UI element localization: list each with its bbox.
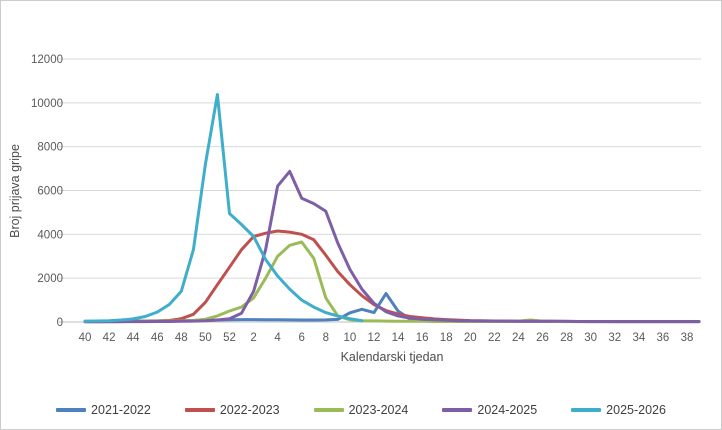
series-line-2023-2024 bbox=[83, 240, 701, 324]
legend-line-marker bbox=[56, 408, 87, 412]
x-tick-label: 40 bbox=[79, 332, 92, 344]
x-tick-label: 50 bbox=[199, 332, 212, 344]
x-tick-label: 48 bbox=[175, 332, 188, 344]
x-tick-label: 18 bbox=[440, 332, 453, 344]
series-line-2022-2023 bbox=[83, 229, 701, 324]
x-tick-label: 44 bbox=[127, 332, 140, 344]
x-tick-label: 36 bbox=[657, 332, 670, 344]
legend-item-2023-2024: 2023-2024 bbox=[313, 403, 409, 417]
x-tick-label: 16 bbox=[416, 332, 429, 344]
legend-line-marker bbox=[313, 408, 344, 412]
x-tick-label: 10 bbox=[343, 332, 356, 344]
y-tick-label: 8000 bbox=[37, 142, 63, 154]
legend-item-2024-2025: 2024-2025 bbox=[442, 403, 537, 417]
legend-line-marker bbox=[442, 408, 473, 412]
x-tick-label: 42 bbox=[103, 332, 116, 344]
y-tick-label: 4000 bbox=[37, 229, 63, 241]
legend-label: 2022-2023 bbox=[219, 403, 280, 417]
series-line-2025-2026 bbox=[83, 93, 364, 323]
y-axis-title: Broj prijava gripe bbox=[8, 144, 22, 238]
x-tick-label: 32 bbox=[608, 332, 621, 344]
legend-item-2025-2026: 2025-2026 bbox=[571, 403, 666, 417]
x-tick-label: 34 bbox=[632, 332, 645, 344]
x-tick-label: 2 bbox=[250, 332, 256, 344]
x-axis-title: Kalendarski tjedan bbox=[341, 350, 444, 364]
x-tick-label: 6 bbox=[299, 332, 305, 344]
x-tick-label: 14 bbox=[392, 332, 405, 344]
x-tick-label: 46 bbox=[151, 332, 164, 344]
x-tick-label: 26 bbox=[536, 332, 549, 344]
x-tick-label: 30 bbox=[584, 332, 597, 344]
x-tick-label: 12 bbox=[368, 332, 381, 344]
legend-item-2021-2022: 2021-2022 bbox=[56, 403, 151, 417]
legend-line-marker bbox=[571, 408, 602, 412]
y-tick-label: 0 bbox=[57, 317, 63, 329]
x-tick-label: 52 bbox=[223, 332, 236, 344]
x-tick-label: 24 bbox=[512, 332, 525, 344]
x-tick-label: 20 bbox=[464, 332, 477, 344]
series-line-2024-2025 bbox=[83, 169, 701, 324]
legend-label: 2025-2026 bbox=[606, 403, 666, 417]
y-tick-label: 10000 bbox=[31, 98, 63, 110]
chart-legend: 2021-2022 2022-2023 2023-2024 2024-2025 2025… bbox=[1, 403, 721, 417]
x-tick-label: 4 bbox=[274, 332, 281, 344]
legend-label: 2021-2022 bbox=[91, 403, 151, 417]
x-tick-label: 28 bbox=[560, 332, 573, 344]
legend-line-marker bbox=[184, 408, 215, 412]
y-tick-label: 12000 bbox=[31, 54, 63, 66]
x-tick-label: 38 bbox=[681, 332, 694, 344]
x-tick-label: 22 bbox=[488, 332, 501, 344]
legend-item-2022-2023: 2022-2023 bbox=[184, 403, 280, 417]
y-tick-label: 2000 bbox=[37, 273, 63, 285]
legend-label: 2024-2025 bbox=[477, 403, 538, 417]
x-tick-label: 8 bbox=[323, 332, 329, 344]
y-tick-label: 6000 bbox=[37, 186, 63, 198]
legend-label: 2023-2024 bbox=[348, 403, 409, 417]
